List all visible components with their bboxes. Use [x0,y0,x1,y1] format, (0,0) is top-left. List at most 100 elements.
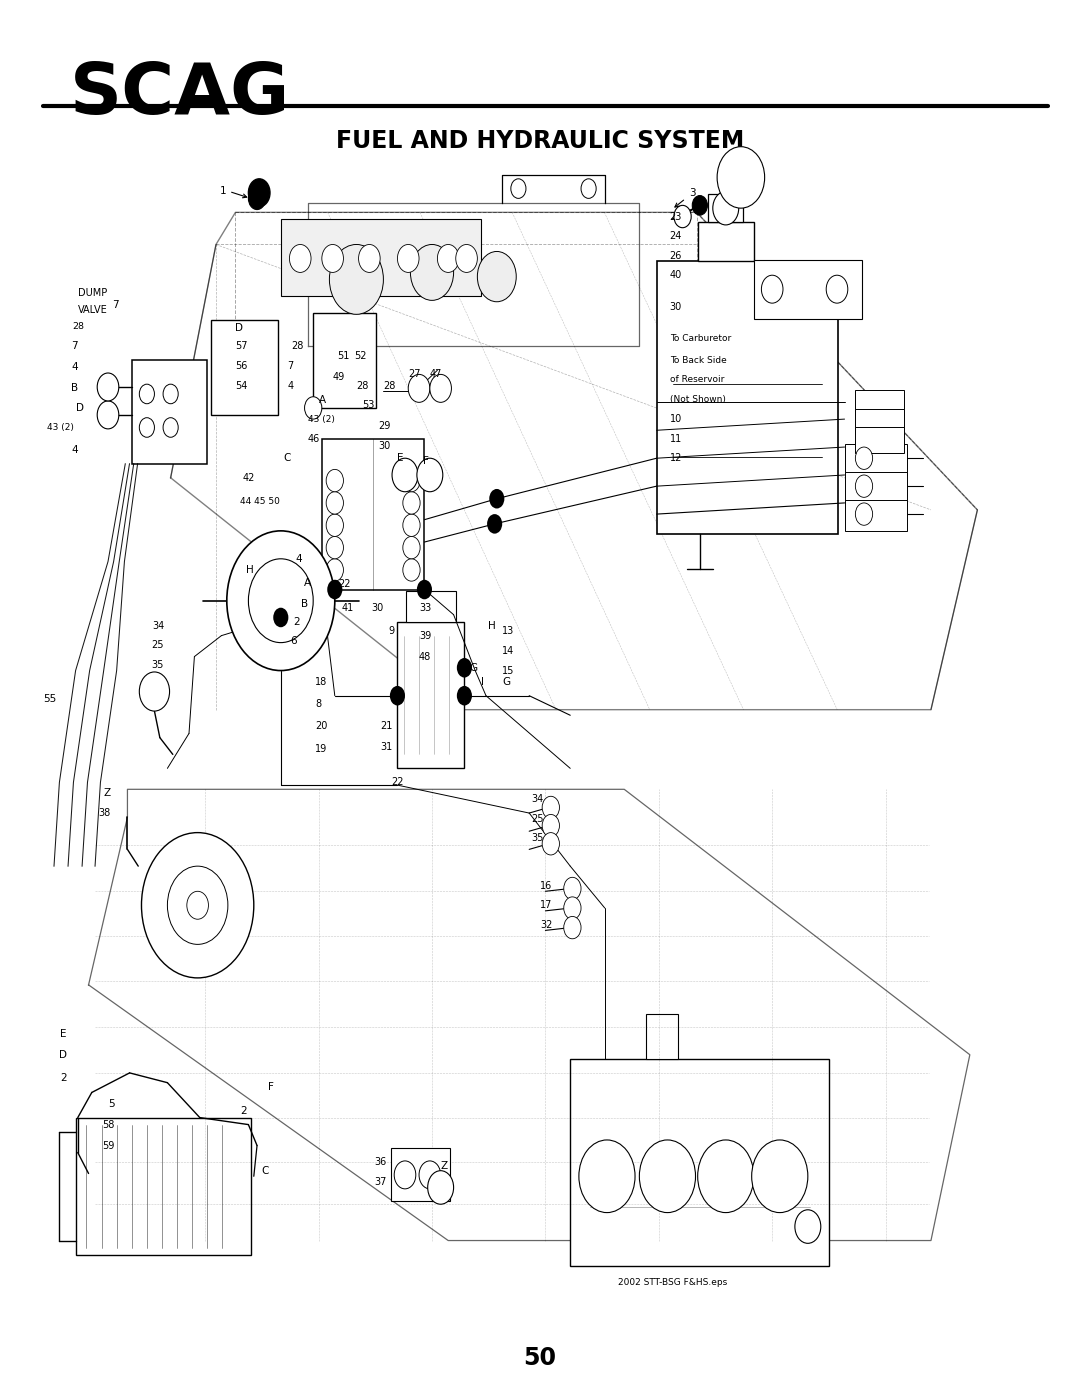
Circle shape [167,866,228,944]
Bar [76,1118,251,1255]
Circle shape [511,179,526,198]
Text: 2: 2 [240,1105,246,1116]
Text: 13: 13 [502,626,514,637]
Text: 40: 40 [670,270,681,281]
Text: E: E [60,1028,67,1039]
Text: To Back Side: To Back Side [670,356,727,365]
Text: 7: 7 [112,299,119,310]
Circle shape [322,244,343,272]
Circle shape [564,897,581,919]
Circle shape [428,1171,454,1204]
Bar [313,313,376,408]
Circle shape [139,418,154,437]
Text: Z: Z [103,788,110,799]
Circle shape [326,492,343,514]
Bar [646,1014,678,1059]
Circle shape [826,275,848,303]
Bar [855,390,904,415]
Circle shape [359,244,380,272]
Text: of Reservoir: of Reservoir [670,376,724,384]
Circle shape [187,891,208,919]
Text: 2: 2 [60,1073,67,1084]
Circle shape [855,475,873,497]
Circle shape [417,580,432,599]
Text: B: B [70,383,78,394]
Text: 3: 3 [689,187,696,198]
Text: Z: Z [441,1161,448,1172]
Text: 49: 49 [333,372,345,383]
Text: 9: 9 [388,626,394,637]
Text: 28: 28 [383,380,395,391]
Text: To Carburetor: To Carburetor [670,334,731,342]
Text: 1: 1 [220,186,227,197]
Bar [281,219,481,296]
Bar [397,622,464,768]
Circle shape [542,796,559,819]
Circle shape [273,608,288,627]
Bar [322,439,424,590]
Text: SCAG: SCAG [70,60,291,129]
Bar [708,194,743,222]
Bar [657,261,838,534]
Text: I: I [481,676,484,687]
Circle shape [717,147,765,208]
Circle shape [542,833,559,855]
Text: 7: 7 [71,341,78,352]
Circle shape [579,1140,635,1213]
Text: 27: 27 [408,369,421,380]
Circle shape [639,1140,696,1213]
Circle shape [397,244,419,272]
Text: VALVE: VALVE [78,305,108,316]
Bar [391,1148,450,1201]
Circle shape [417,458,443,492]
Text: G: G [502,676,511,687]
Circle shape [581,179,596,198]
Text: 6: 6 [291,636,297,647]
Text: 2: 2 [294,616,300,627]
Circle shape [403,469,420,492]
Circle shape [326,536,343,559]
Text: 34: 34 [531,793,543,805]
Text: 25: 25 [531,813,544,824]
Text: D: D [235,323,243,334]
Text: H: H [246,564,254,576]
Circle shape [410,244,454,300]
Text: 8: 8 [315,698,322,710]
Circle shape [542,814,559,837]
Text: 47: 47 [430,369,442,380]
Text: 5: 5 [108,1098,114,1109]
Circle shape [97,373,119,401]
Text: 19: 19 [315,743,327,754]
Text: 56: 56 [235,360,247,372]
Text: 7: 7 [287,360,294,372]
Text: 18: 18 [315,676,327,687]
Text: D: D [77,402,84,414]
Text: 34: 34 [152,620,164,631]
Circle shape [408,374,430,402]
Bar [754,260,862,319]
Text: 4: 4 [287,380,294,391]
Text: 2002 STT-BSG F&HS.eps: 2002 STT-BSG F&HS.eps [618,1278,727,1287]
Bar [845,444,907,475]
Text: 43 (2): 43 (2) [308,415,335,423]
Text: 35: 35 [152,659,164,671]
Circle shape [305,397,322,419]
Circle shape [163,418,178,437]
Circle shape [752,1140,808,1213]
Text: 28: 28 [292,341,303,352]
Text: 17: 17 [540,900,552,911]
Text: 16: 16 [540,880,552,891]
Text: 50: 50 [524,1345,556,1370]
Text: 29: 29 [378,420,390,432]
Text: FUEL AND HYDRAULIC SYSTEM: FUEL AND HYDRAULIC SYSTEM [336,129,744,152]
Text: 30: 30 [670,302,681,313]
Text: 58: 58 [103,1119,114,1130]
Circle shape [698,1140,754,1213]
Circle shape [855,503,873,525]
Text: 28: 28 [72,323,84,331]
Text: 20: 20 [315,721,327,732]
Bar [845,472,907,503]
Bar [698,222,754,261]
Text: A: A [319,394,326,405]
Circle shape [477,251,516,302]
